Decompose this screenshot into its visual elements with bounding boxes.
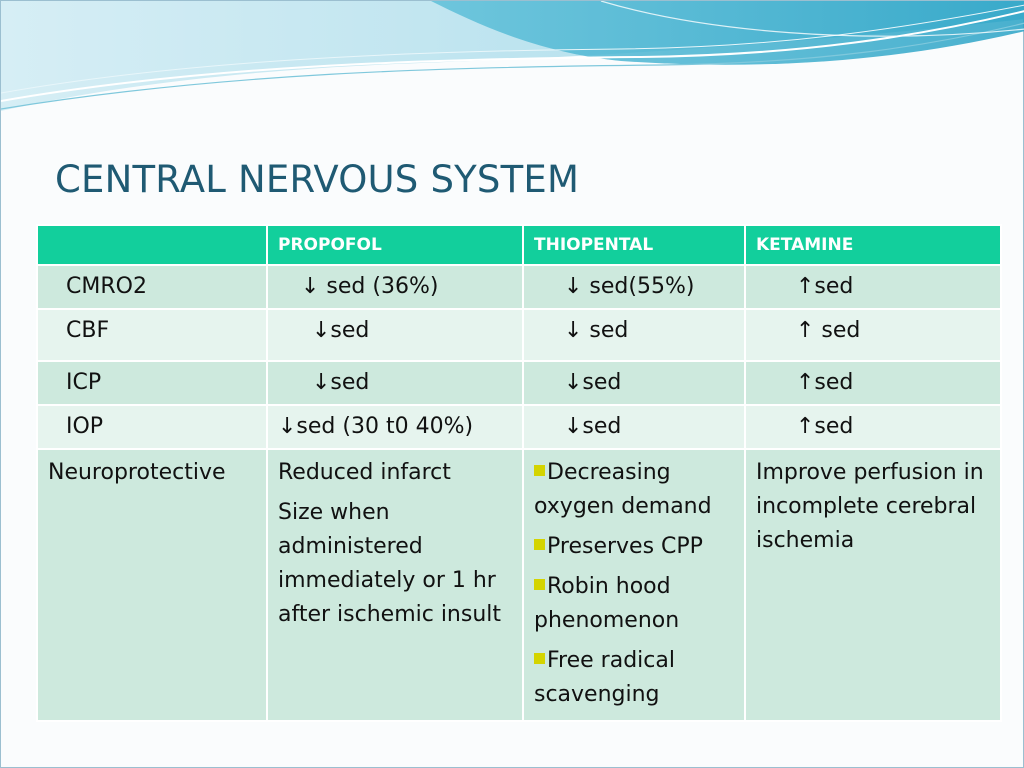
list-item-text: Preserves CPP (547, 534, 703, 559)
comparison-table: PROPOFOL THIOPENTAL KETAMINE CMRO2 ↓ sed… (36, 224, 1002, 722)
propofol-line: Reduced infarct (278, 460, 451, 485)
list-item: Preserves CPP (534, 530, 736, 564)
cell: ↑sed (744, 404, 1002, 450)
list-item-text: Free radical scavenging (534, 648, 675, 707)
row-label: CBF (66, 318, 110, 343)
row-label: CMRO2 (66, 274, 147, 299)
cell: ↑ sed (744, 308, 1002, 362)
cell: ↓ sed(55%) (522, 264, 746, 310)
cell-value: ↓sed (564, 414, 622, 439)
cell-value: ↑sed (796, 274, 854, 299)
cell: IOP (36, 404, 268, 450)
list-item-text: Robin hood phenomenon (534, 574, 680, 633)
cell: Decreasing oxygen demand Preserves CPP R… (522, 448, 746, 722)
square-bullet-icon (534, 653, 545, 664)
propofol-neuro-text: Reduced infarct Size when administered i… (268, 450, 522, 640)
ketamine-neuro-text: Improve perfusion in incomplete cerebral… (756, 460, 984, 553)
cell: CMRO2 (36, 264, 268, 310)
table-row-iop: IOP ↓sed (30 t0 40%) ↓sed ↑sed (36, 404, 1002, 450)
cell-value: ↓sed (564, 370, 622, 395)
cell: ICP (36, 360, 268, 406)
cell: ↑sed (744, 360, 1002, 406)
cell: ↓sed (522, 404, 746, 450)
cell: ↑sed (744, 264, 1002, 310)
cell: ↓sed (266, 360, 524, 406)
list-item: Free radical scavenging (534, 644, 736, 712)
table-row-icp: ICP ↓sed ↓sed ↑sed (36, 360, 1002, 406)
list-item-text: Decreasing oxygen demand (534, 460, 712, 519)
cell: Reduced infarct Size when administered i… (266, 448, 524, 722)
cell-value: ↓sed (312, 318, 370, 343)
cell: Neuroprotective (36, 448, 268, 722)
cell-value: ↑sed (796, 370, 854, 395)
table-row-cmro2: CMRO2 ↓ sed (36%) ↓ sed(55%) ↑sed (36, 264, 1002, 310)
thiopental-neuro-list: Decreasing oxygen demand Preserves CPP R… (524, 450, 744, 720)
cell: ↓ sed (36%) (266, 264, 524, 310)
cell: CBF (36, 308, 268, 362)
square-bullet-icon (534, 539, 545, 550)
row-label: IOP (66, 414, 104, 439)
list-item: Decreasing oxygen demand (534, 456, 736, 524)
slide-title: CENTRAL NERVOUS SYSTEM (55, 158, 580, 201)
row-label: Neuroprotective (48, 460, 226, 485)
cell-value: ↓ sed (564, 318, 629, 343)
table-header-row: PROPOFOL THIOPENTAL KETAMINE (36, 224, 1002, 266)
cell: ↓sed (522, 360, 746, 406)
header-ketamine: KETAMINE (744, 224, 1002, 266)
cell-value: ↓sed (30 t0 40%) (278, 414, 474, 439)
table-row-cbf: CBF ↓sed ↓ sed ↑ sed (36, 308, 1002, 362)
row-label: ICP (66, 370, 102, 395)
header-thiopental: THIOPENTAL (522, 224, 746, 266)
header-propofol: PROPOFOL (266, 224, 524, 266)
table-row-neuroprotective: Neuroprotective Reduced infarct Size whe… (36, 448, 1002, 722)
cell-value: ↓ sed(55%) (564, 274, 695, 299)
header-empty (36, 224, 268, 266)
cell: ↓sed (30 t0 40%) (266, 404, 524, 450)
cell-value: ↑ sed (796, 318, 861, 343)
list-item: Robin hood phenomenon (534, 570, 736, 638)
cell: Improve perfusion in incomplete cerebral… (744, 448, 1002, 722)
cell-value: ↑sed (796, 414, 854, 439)
header-wave-decoration (1, 1, 1024, 111)
square-bullet-icon (534, 579, 545, 590)
cell-value: ↓sed (312, 370, 370, 395)
square-bullet-icon (534, 465, 545, 476)
cell: ↓ sed (522, 308, 746, 362)
propofol-line: Size when administered immediately or 1 … (278, 500, 502, 627)
cell-value: ↓ sed (36%) (301, 274, 439, 299)
cell: ↓sed (266, 308, 524, 362)
